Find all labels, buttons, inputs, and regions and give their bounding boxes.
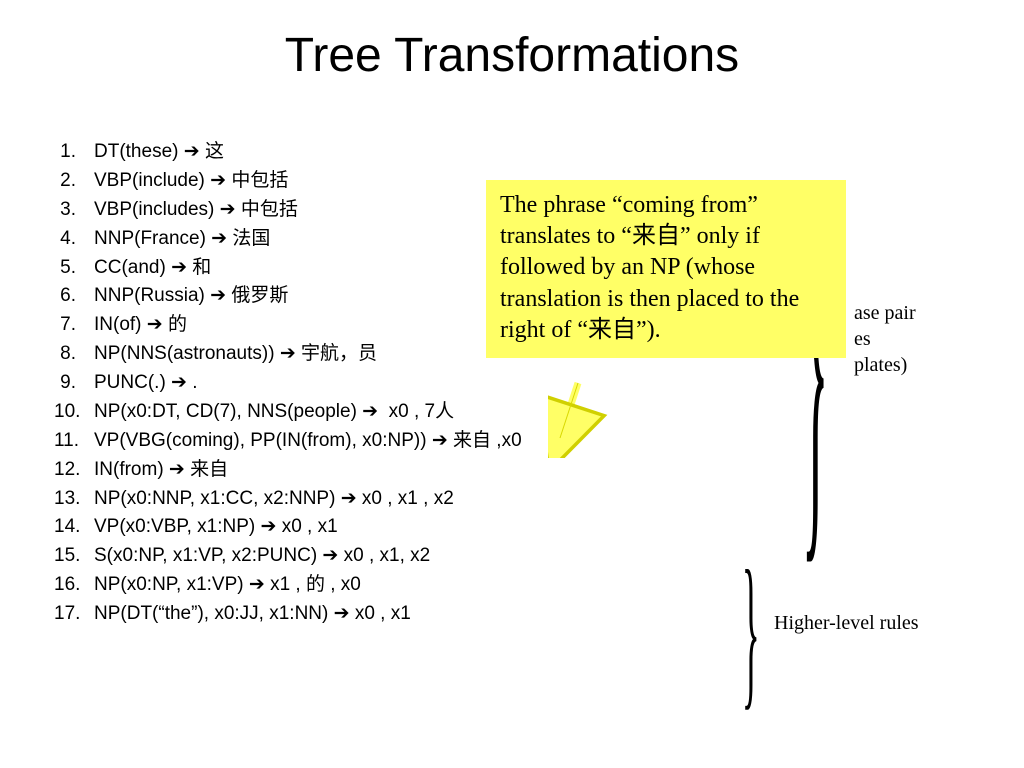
rule-row: 16.NP(x0:NP, x1:VP) ➔ x1 , 的 , x0	[54, 571, 522, 600]
rule-number: 17.	[54, 600, 94, 629]
side-label-fragment: ase pair	[854, 300, 916, 326]
side-label-phrase-pair: ase pairesplates)	[854, 300, 916, 378]
rule-row: 14.VP(x0:VBP, x1:NP) ➔ x0 , x1	[54, 513, 522, 542]
rule-number: 6.	[54, 282, 94, 311]
rule-row: 12.IN(from) ➔ 来自	[54, 456, 522, 485]
rule-row: 11.VP(VBG(coming), PP(IN(from), x0:NP)) …	[54, 427, 522, 456]
rules-list: 1.DT(these) ➔ 这2.VBP(include) ➔ 中包括3.VBP…	[54, 138, 522, 629]
slide-title: Tree Transformations	[0, 0, 1024, 83]
rule-number: 13.	[54, 485, 94, 514]
rule-body: NP(DT(“the”), x0:JJ, x1:NN) ➔ x0 , x1	[94, 600, 411, 629]
rule-number: 15.	[54, 542, 94, 571]
rule-number: 12.	[54, 456, 94, 485]
rule-body: VP(x0:VBP, x1:NP) ➔ x0 , x1	[94, 513, 338, 542]
callout-note: The phrase “coming from” translates to “…	[486, 180, 846, 358]
rule-body: VP(VBG(coming), PP(IN(from), x0:NP)) ➔ 来…	[94, 427, 522, 456]
rule-number: 3.	[54, 196, 94, 225]
rule-body: NP(x0:DT, CD(7), NNS(people) ➔ x0 , 7人	[94, 398, 454, 427]
rule-row: 13.NP(x0:NNP, x1:CC, x2:NNP) ➔ x0 , x1 ,…	[54, 485, 522, 514]
brace-lower: }	[742, 545, 760, 715]
rule-row: 8.NP(NNS(astronauts)) ➔ 宇航，员	[54, 340, 522, 369]
rule-number: 9.	[54, 369, 94, 398]
side-label-fragment: plates)	[854, 352, 916, 378]
rule-body: NP(NNS(astronauts)) ➔ 宇航，员	[94, 340, 377, 369]
rule-row: 15.S(x0:NP, x1:VP, x2:PUNC) ➔ x0 , x1, x…	[54, 542, 522, 571]
rule-number: 10.	[54, 398, 94, 427]
rule-number: 2.	[54, 167, 94, 196]
rule-body: NNP(Russia) ➔ 俄罗斯	[94, 282, 288, 311]
rule-body: VBP(includes) ➔ 中包括	[94, 196, 298, 225]
rule-row: 5.CC(and) ➔ 和	[54, 254, 522, 283]
rule-number: 5.	[54, 254, 94, 283]
side-label-fragment: es	[854, 326, 916, 352]
rule-body: VBP(include) ➔ 中包括	[94, 167, 288, 196]
rule-row: 2.VBP(include) ➔ 中包括	[54, 167, 522, 196]
rule-body: CC(and) ➔ 和	[94, 254, 211, 283]
rule-number: 16.	[54, 571, 94, 600]
rule-number: 7.	[54, 311, 94, 340]
rule-number: 11.	[54, 427, 94, 456]
rule-row: 6.NNP(Russia) ➔ 俄罗斯	[54, 282, 522, 311]
rule-number: 4.	[54, 225, 94, 254]
rule-row: 10.NP(x0:DT, CD(7), NNS(people) ➔ x0 , 7…	[54, 398, 522, 427]
rule-row: 17.NP(DT(“the”), x0:JJ, x1:NN) ➔ x0 , x1	[54, 600, 522, 629]
rule-body: NP(x0:NNP, x1:CC, x2:NNP) ➔ x0 , x1 , x2	[94, 485, 454, 514]
rule-body: DT(these) ➔ 这	[94, 138, 224, 167]
rule-body: IN(of) ➔ 的	[94, 311, 187, 340]
callout-arrow-icon	[548, 378, 608, 458]
rule-number: 8.	[54, 340, 94, 369]
rule-body: NNP(France) ➔ 法国	[94, 225, 270, 254]
rule-row: 4.NNP(France) ➔ 法国	[54, 225, 522, 254]
rule-body: IN(from) ➔ 来自	[94, 456, 228, 485]
rule-body: S(x0:NP, x1:VP, x2:PUNC) ➔ x0 , x1, x2	[94, 542, 430, 571]
rule-number: 1.	[54, 138, 94, 167]
rule-body: NP(x0:NP, x1:VP) ➔ x1 , 的 , x0	[94, 571, 361, 600]
rule-body: PUNC(.) ➔ .	[94, 369, 198, 398]
rule-row: 1.DT(these) ➔ 这	[54, 138, 522, 167]
side-label-higher-rules: Higher-level rules	[774, 612, 919, 635]
rule-row: 3.VBP(includes) ➔ 中包括	[54, 196, 522, 225]
rule-row: 9.PUNC(.) ➔ .	[54, 369, 522, 398]
rule-row: 7.IN(of) ➔ 的	[54, 311, 522, 340]
rule-number: 14.	[54, 513, 94, 542]
